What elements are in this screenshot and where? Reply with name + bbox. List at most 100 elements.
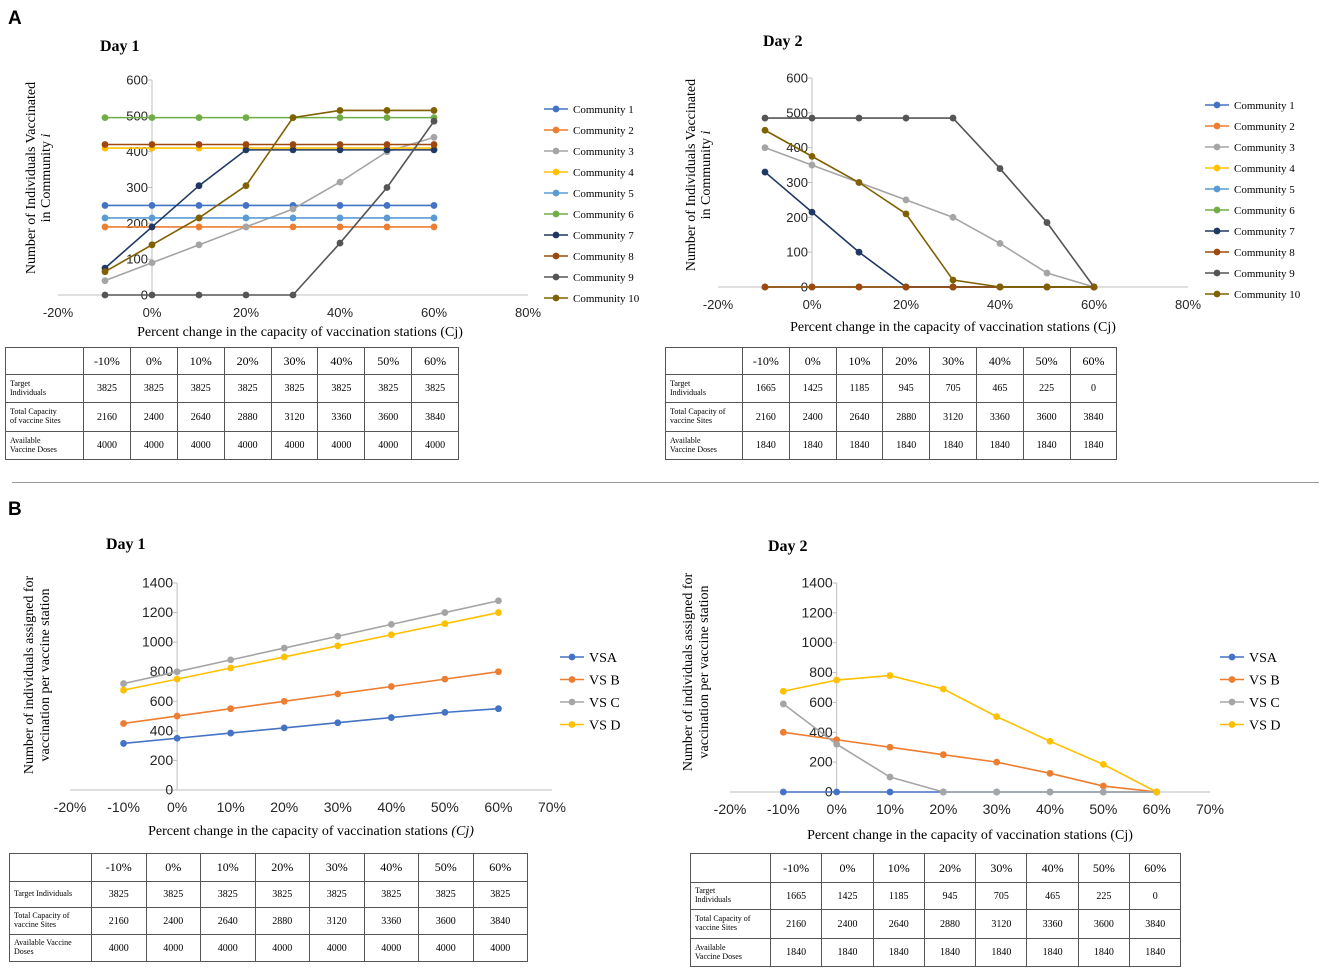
- legend-label-3: VS D: [589, 718, 621, 733]
- table-cell: 1665: [742, 374, 790, 403]
- data-point: [227, 705, 235, 713]
- data-point: [761, 144, 769, 152]
- x-axis-title-text: Percent change in the capacity of vaccin…: [148, 824, 451, 839]
- table-cell: 4000: [145, 934, 201, 962]
- table-cell: 3825: [254, 881, 310, 908]
- table-cell: 1840: [923, 938, 977, 967]
- data-point: [383, 146, 391, 154]
- y-tick-label: 1000: [142, 634, 173, 650]
- table-cell: 1665: [769, 882, 823, 910]
- data-point: [242, 114, 250, 122]
- legend-marker-0: [1228, 653, 1236, 661]
- table-cell: 225: [1022, 374, 1071, 403]
- legend-label-9: Community 10: [1234, 289, 1301, 301]
- x-axis-title-text: Percent change in the capacity of vaccin…: [807, 828, 1133, 843]
- table-cell: 0: [1069, 374, 1118, 403]
- data-point: [495, 668, 502, 676]
- table-cell: 2160: [769, 909, 823, 939]
- table-cell: 2640: [176, 402, 225, 432]
- data-point: [761, 283, 769, 291]
- legend-label-5: Community 6: [573, 209, 634, 221]
- legend-marker-6: [552, 231, 560, 239]
- table-cell: 1425: [821, 882, 874, 910]
- x-tick-label: -10%: [767, 801, 800, 817]
- y-tick-label: 300: [126, 180, 148, 195]
- table-cell: 3825: [145, 881, 201, 908]
- table-cell: 3825: [364, 374, 413, 403]
- table-b-day2: -10% 0% 10% 20% 30% 40% 50% 60% Target Individual…: [690, 853, 1182, 967]
- legend-marker-7: [1213, 248, 1221, 256]
- table-column-header: 10%: [872, 853, 925, 883]
- data-point: [387, 621, 395, 628]
- data-point: [1099, 788, 1107, 796]
- data-point: [289, 114, 297, 122]
- data-point: [195, 141, 203, 148]
- table-row: Available Vaccine Doses 4000 4000 4000 4000 40…: [5, 431, 460, 460]
- x-tick-label: 80%: [515, 305, 541, 320]
- legend-marker-1: [1213, 122, 1221, 130]
- table-column-header: 50%: [1022, 347, 1071, 375]
- legend-label-0: Community 1: [1234, 100, 1295, 112]
- table-cell: 1840: [1077, 938, 1131, 967]
- data-point: [779, 728, 787, 736]
- table-cell: 3825: [411, 374, 460, 403]
- series-line-6: [104, 149, 434, 269]
- x-tick-label: 60%: [484, 799, 512, 815]
- x-tick-label: -20%: [714, 801, 747, 817]
- table-cell: 465: [975, 374, 1024, 403]
- data-point: [808, 283, 816, 291]
- table-column-header: 0%: [145, 853, 201, 882]
- table-column-header: 60%: [1069, 347, 1118, 375]
- x-tick-label: -20%: [54, 799, 87, 815]
- table-column-header: 10%: [176, 347, 225, 375]
- legend-label-2: Community 3: [1234, 142, 1295, 154]
- table-cell: 4000: [200, 934, 256, 962]
- data-point: [1099, 760, 1107, 768]
- data-point: [173, 734, 181, 742]
- series-line-1: [783, 731, 1157, 793]
- legend-marker-5: [552, 210, 560, 218]
- data-point: [280, 697, 288, 705]
- data-point: [855, 114, 863, 122]
- table-cell: 3120: [309, 907, 365, 935]
- table-b-day1: -10% 0% 10% 20% 30% 40% 50% 60% Target Individua…: [9, 853, 528, 962]
- data-point: [148, 259, 156, 267]
- table-header-row: -10% 0% 10% 20% 30% 40% 50% 60%: [690, 853, 1182, 883]
- table-cell: 3120: [929, 402, 977, 432]
- x-tick-label: 70%: [538, 799, 566, 815]
- y-axis-title: Number of individuals assigned forvaccin…: [22, 576, 53, 775]
- table-cell: 4000: [317, 431, 366, 460]
- legend-marker-9: [552, 294, 560, 302]
- data-point: [101, 214, 109, 222]
- data-point: [441, 675, 449, 683]
- x-tick-label: 30%: [983, 801, 1011, 817]
- legend-label-4: Community 5: [1234, 184, 1295, 196]
- legend-label-5: Community 6: [1234, 205, 1295, 217]
- data-point: [242, 146, 250, 154]
- table-a-day1: -10% 0% 10% 20% 30% 40% 50% 60% Target Individual…: [5, 347, 460, 460]
- data-point: [808, 152, 816, 160]
- data-point: [101, 291, 109, 299]
- data-point: [833, 740, 841, 748]
- data-point: [289, 214, 297, 222]
- x-tick-label: 0%: [827, 801, 847, 817]
- legend-label-2: VS C: [589, 696, 620, 711]
- data-point: [242, 291, 250, 299]
- x-tick-label: 60%: [1081, 297, 1107, 312]
- data-point: [101, 223, 109, 231]
- data-point: [761, 126, 769, 134]
- x-tick-label: 20%: [270, 799, 298, 815]
- chart-title-a-day2: Day 2: [763, 33, 803, 50]
- table-column-header: 60%: [472, 853, 528, 882]
- table-cell: 705: [975, 882, 1028, 910]
- data-point: [949, 276, 957, 284]
- data-point: [886, 788, 894, 796]
- chart-title-b-day1: Day 1: [106, 536, 146, 553]
- x-axis-title: Percent change in the capacity of vaccin…: [790, 320, 1116, 335]
- table-row-label: Target Individuals: [9, 881, 92, 908]
- data-point: [101, 141, 109, 148]
- y-tick-label: 200: [786, 210, 808, 225]
- data-point: [289, 146, 297, 154]
- series-line-3: [783, 674, 1158, 793]
